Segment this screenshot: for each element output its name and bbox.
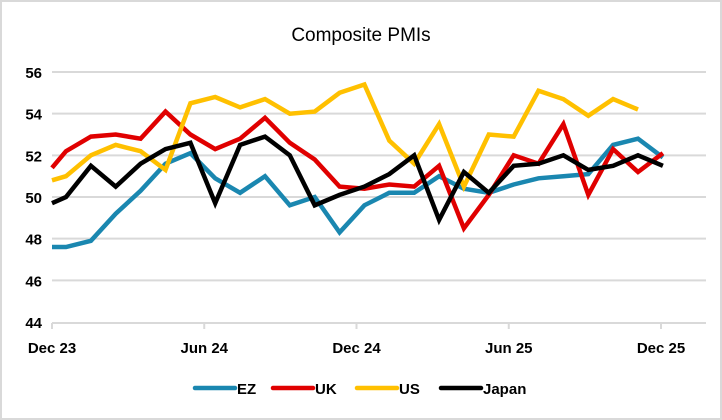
legend-item-uk: UK	[270, 381, 337, 398]
series-line-us	[51, 81, 639, 193]
x-tick-label: Jun 25	[485, 340, 533, 357]
legend-item-us: US	[354, 381, 420, 398]
y-tick-label: 52	[25, 148, 42, 165]
x-tick-label: Jun 24	[180, 340, 228, 357]
y-tick-label: 50	[25, 190, 42, 207]
legend-label: US	[399, 381, 420, 398]
legend: EZ UK US Japan	[192, 381, 526, 398]
legend-item-japan: Japan	[438, 381, 526, 398]
chart-title: Composite PMIs	[291, 25, 430, 46]
x-tick-label: Dec 24	[332, 340, 381, 357]
legend-item-ez: EZ	[192, 381, 256, 398]
y-tick-label: 56	[25, 65, 42, 82]
x-tick-label: Dec 23	[28, 340, 76, 357]
x-axis: Dec 23 Jun 24 Dec 24 Jun 25 Dec 25	[28, 322, 706, 357]
series-line-japan	[51, 134, 664, 226]
legend-label: Japan	[483, 381, 526, 398]
y-tick-label: 44	[25, 315, 42, 332]
series-line-ez	[52, 136, 665, 250]
x-tick-label: Dec 25	[637, 340, 685, 357]
y-tick-label: 46	[25, 273, 42, 290]
legend-label: UK	[315, 381, 337, 398]
y-tick-label: 54	[25, 107, 42, 124]
legend-label: EZ	[237, 381, 256, 398]
y-tick-label: 48	[25, 232, 42, 249]
y-axis-labels: 44 46 48 50 52 54 56	[25, 65, 42, 332]
series-line-uk	[50, 108, 665, 233]
series-lines	[50, 81, 665, 250]
